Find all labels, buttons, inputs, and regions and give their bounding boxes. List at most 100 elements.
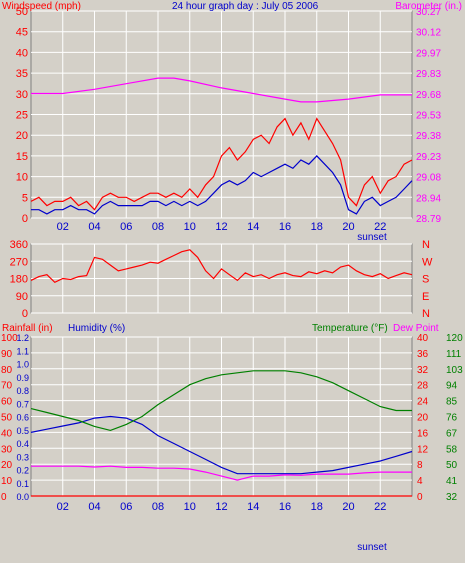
rain-tick-label: 0.2 [16,466,29,476]
barometer-tick-label: 29.23 [416,152,441,163]
direction-tick-labels: 360 N 270 W 180 S 90 E 0 N [10,239,433,320]
direction-degree-label: 180 [10,274,28,286]
humidity-tick-label: 10 [1,476,13,487]
sunset-marker-label-bottom: sunset [357,542,387,553]
temp-f-tick-label: 58 [446,444,458,455]
humidity-tick-label: 30 [1,444,13,455]
x-tick-label: 18 [311,221,323,233]
rain-tick-label: 1.0 [16,360,29,370]
compass-label: S [422,274,429,286]
rain-tick-label: 0.0 [16,492,29,502]
windspeed-tick-label: 45 [16,27,28,39]
temp-f-tick-label: 85 [446,397,458,408]
wind-series [30,77,413,215]
windspeed-tick-label: 25 [16,110,28,122]
barometer-tick-label: 30.27 [416,7,441,18]
temp-f-tick-label: 103 [446,365,463,376]
x-tick-label: 20 [342,501,354,513]
dewpoint-line [31,465,412,481]
barometer-tick-label: 29.97 [416,48,441,59]
direction-degree-label: 0 [22,308,28,320]
x-tick-label: 04 [88,501,100,513]
temp-c-tick-label: 20 [417,413,429,424]
temp-f-tick-label: 32 [446,492,458,503]
humidity-tick-label: 80 [1,365,13,376]
wind-direction-panel: 360 N 270 W 180 S 90 E 0 N [10,239,433,320]
x-tick-label: 14 [247,501,259,513]
wind-gust-line [30,117,413,211]
humidity-line [30,415,413,475]
humidity-tick-label: 20 [1,460,13,471]
temp-f-tick-label: 50 [446,460,458,471]
direction-degree-label: 90 [16,291,28,303]
temperature-series [30,370,413,497]
rainfall-axis-label: Rainfall (in) [2,323,53,334]
x-tick-label: 18 [311,501,323,513]
x-tick-label: 02 [57,501,69,513]
x-tick-label: 14 [247,221,259,233]
rain-tick-label: 0.3 [16,452,29,462]
rain-tick-label: 0.5 [16,426,29,436]
windspeed-tick-label: 10 [16,172,28,184]
compass-label: N [422,308,430,320]
rain-tick-label: 0.1 [16,479,29,489]
humidity-tick-label: 50 [1,413,13,424]
temp-f-tick-label: 67 [446,428,458,439]
rain-tick-label: 0.6 [16,413,29,423]
barometer-tick-label: 29.53 [416,111,441,122]
rain-tick-label: 1.1 [16,346,29,356]
barometer-tick-label: 28.79 [416,214,441,225]
wind-speed-line [31,155,413,215]
windspeed-tick-label: 50 [16,6,28,18]
humidity-tick-label: 60 [1,397,13,408]
x-tick-label: 22 [374,221,386,233]
dewpoint-axis-label: Dew Point [393,323,439,334]
temp-f-tick-label: 120 [446,333,463,344]
temp-c-tick-label: 12 [417,444,429,455]
temp-f-tick-label: 41 [446,476,458,487]
barometer-tick-label: 29.08 [416,173,441,184]
temp-c-tick-label: 4 [417,476,423,487]
barometer-tick-label: 28.94 [416,193,441,204]
x-tick-label: 08 [152,501,164,513]
rain-tick-label: 0.8 [16,386,29,396]
rain-tick-label: 0.4 [16,439,29,449]
x-tick-label: 10 [184,221,196,233]
temp-c-tick-label: 24 [417,397,429,408]
rain-tick-label: 1.2 [16,333,29,343]
barometer-axis-label: Barometer (in.) [395,1,462,12]
x-tick-label: 04 [88,221,100,233]
compass-label: W [422,256,433,268]
x-tick-label: 06 [120,501,132,513]
x-tick-label: 16 [279,221,291,233]
compass-label: N [422,239,430,251]
direction-degree-label: 360 [10,239,28,251]
temp-c-tick-label: 0 [417,492,423,503]
rain-tick-label: 0.7 [16,399,29,409]
x-tick-label: 10 [184,501,196,513]
temperature-line [30,370,412,432]
temp-c-tick-label: 8 [417,460,423,471]
x-tick-label: 06 [120,221,132,233]
barometer-line [31,77,412,103]
windspeed-tick-label: 15 [16,151,28,163]
temp-f-tick-label: 94 [446,381,458,392]
temperature-axis-label: Temperature (°F) [312,323,388,334]
x-tick-label: 20 [342,221,354,233]
chart-title: 24 hour graph day : July 05 2006 [172,1,319,12]
humidity-tick-label: 90 [1,349,13,360]
barometer-tick-label: 29.68 [416,90,441,101]
direction-series [30,249,413,284]
x-tick-label: 12 [215,501,227,513]
humidity-tick-label: 0 [1,492,7,503]
temp-c-tick-label: 40 [417,333,429,344]
x-tick-label: 16 [279,501,291,513]
x-tick-label: 22 [374,501,386,513]
temp-c-tick-label: 36 [417,349,429,360]
windspeed-tick-label: 0 [22,213,28,225]
x-tick-label: 02 [57,221,69,233]
